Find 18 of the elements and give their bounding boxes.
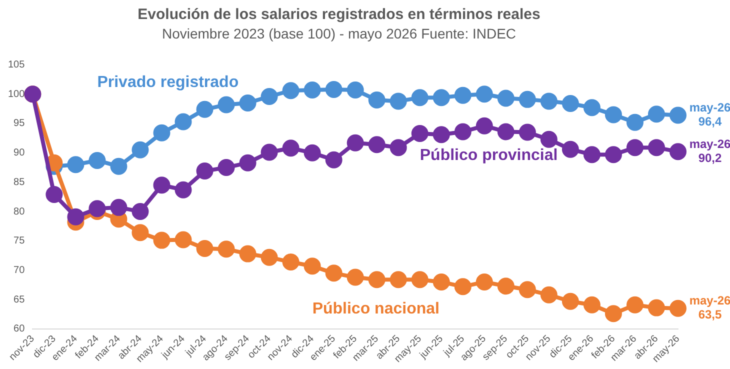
y-tick-label: 95 (14, 118, 26, 130)
y-tick-label: 80 (14, 206, 26, 218)
series-label: Privado registrado (97, 74, 239, 91)
chart-title: Evolución de los salarios registrados en términos reales (138, 6, 540, 24)
annotation: may-26 63,5 (689, 294, 730, 322)
y-tick-label: 60 (14, 324, 26, 335)
y-tick-label: 105 (8, 60, 26, 71)
y-tick-label: 90 (14, 148, 26, 159)
annotation: may-26 90,2 (689, 136, 730, 165)
y-tick-label: 85 (14, 176, 26, 188)
series-label: Público nacional (312, 300, 440, 318)
chart-subtitle: Noviembre 2023 (base 100) - mayo 2026 Fuente: INDEC (162, 25, 516, 42)
y-tick-label: 65 (14, 294, 26, 306)
series-label: Público provincial (420, 146, 558, 164)
y-tick-label: 70 (14, 264, 26, 276)
annotation: may-26 96,4 (689, 100, 730, 129)
y-tick-label: 100 (8, 88, 26, 100)
y-tick-label: 75 (14, 236, 26, 247)
